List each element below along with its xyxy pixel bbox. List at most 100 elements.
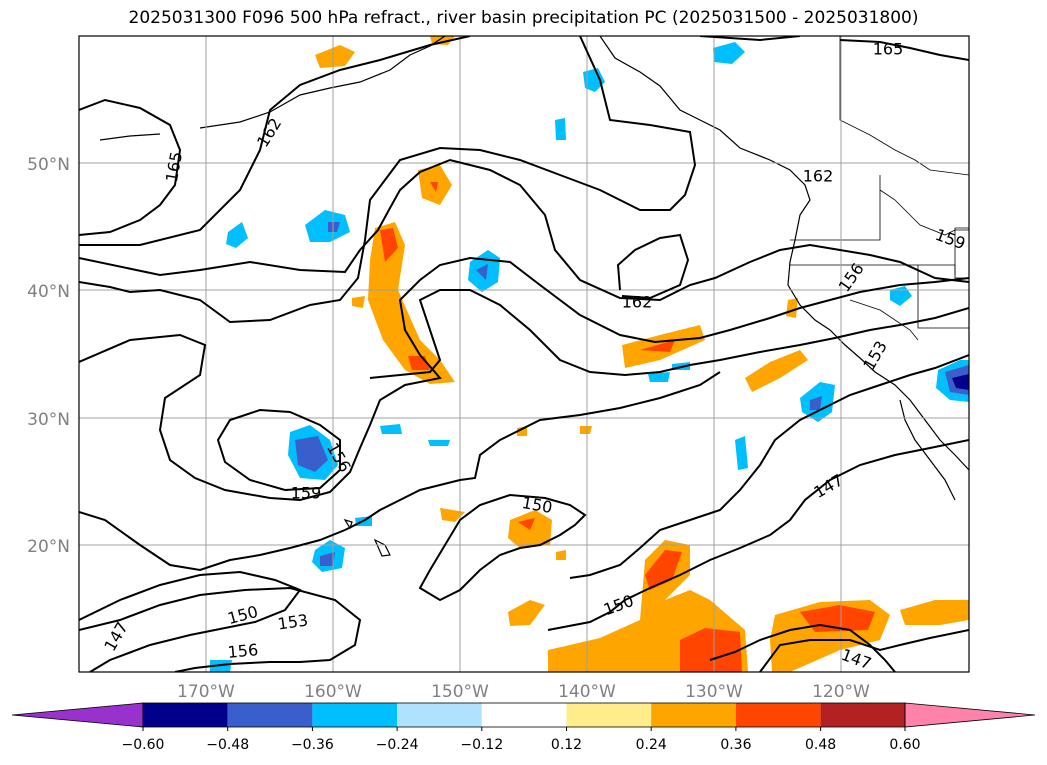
plot-frame xyxy=(78,35,970,673)
precip-blob xyxy=(640,340,675,352)
precip-blob xyxy=(580,426,592,434)
precip-blob xyxy=(368,222,455,384)
contour-label: 153 xyxy=(276,610,309,633)
lat-label: 20°N xyxy=(27,537,70,557)
contour-line xyxy=(79,371,721,572)
contour-label: 165 xyxy=(873,40,904,59)
precip-blob xyxy=(952,374,969,390)
colorbar-segment xyxy=(651,703,736,727)
precip-blob xyxy=(583,68,605,92)
colorbar-extend-left xyxy=(11,702,144,728)
precip-blob xyxy=(476,264,488,280)
precip-blob xyxy=(890,286,912,306)
lon-label: 140°W xyxy=(558,682,616,702)
colorbar-tick-label: 0.12 xyxy=(551,737,582,753)
precip-blob xyxy=(295,436,328,472)
colorbar-tick-label: −0.60 xyxy=(122,737,165,753)
contour-line xyxy=(369,289,969,379)
contour-line xyxy=(569,354,969,579)
precip-blob xyxy=(305,210,350,242)
contour-line xyxy=(759,629,969,672)
longitude-labels: 170°W 160°W 150°W 140°W 130°W 120°W xyxy=(177,682,870,702)
colorbar-segment xyxy=(820,703,906,727)
contour-line xyxy=(79,586,362,672)
contour-line xyxy=(79,98,182,236)
lat-label: 40°N xyxy=(27,282,70,302)
precip-blob xyxy=(745,350,808,392)
contour-line xyxy=(79,36,697,324)
precip-blob xyxy=(508,600,545,626)
colorbar-tick-label: 0.48 xyxy=(805,737,836,753)
contour-line xyxy=(79,158,969,302)
coastline xyxy=(343,518,353,530)
precip-blob xyxy=(430,182,438,192)
colorbar-tick-label: 0.24 xyxy=(636,737,667,753)
precip-blob xyxy=(680,628,742,672)
precip-blob xyxy=(320,552,335,566)
precip-blob xyxy=(735,436,748,470)
contour-line xyxy=(216,408,341,492)
contour-line xyxy=(699,36,969,61)
map-title: 2025031300 F096 500 hPa refract., river … xyxy=(128,8,919,28)
border xyxy=(839,36,969,176)
precip-fills xyxy=(210,36,969,672)
precip-blob xyxy=(226,222,248,248)
precip-blob xyxy=(713,42,745,64)
latitude-labels: 50°N 40°N 30°N 20°N xyxy=(27,155,70,557)
colorbar-tick-label: −0.24 xyxy=(376,737,419,753)
colorbar-extend-right xyxy=(904,702,1036,728)
precip-blob xyxy=(645,550,682,590)
coastline xyxy=(99,36,446,141)
contour-line xyxy=(79,256,969,502)
colorbar-tick-label: −0.48 xyxy=(206,737,249,753)
colorbar-tick-label: 0.60 xyxy=(889,737,920,753)
precip-blob xyxy=(556,550,566,560)
colorbar-tick-label: 0.36 xyxy=(720,737,751,753)
contour-label: 162 xyxy=(803,167,834,186)
colorbar-segment xyxy=(397,703,482,727)
contour-line xyxy=(616,233,690,300)
lon-label: 160°W xyxy=(304,682,362,702)
lon-label: 130°W xyxy=(685,682,743,702)
gridlines xyxy=(79,36,969,672)
colorbar-ticks xyxy=(142,727,906,731)
borders xyxy=(790,36,969,341)
coastline xyxy=(373,538,391,557)
precip-blob xyxy=(648,372,670,382)
colorbar-segment xyxy=(481,703,567,727)
precip-blob xyxy=(900,600,969,625)
precip-blob xyxy=(428,440,450,446)
lon-label: 170°W xyxy=(177,682,235,702)
colorbar: −0.60 −0.48 −0.36 −0.24 −0.12 0.12 0.24 … xyxy=(11,702,1036,753)
precip-blob xyxy=(315,45,355,68)
precip-blob xyxy=(328,222,340,232)
contour-line xyxy=(418,493,587,602)
coastlines xyxy=(99,36,969,557)
precip-blob xyxy=(555,118,566,140)
coastline xyxy=(599,36,969,471)
colorbar-tick-label: −0.12 xyxy=(460,737,503,753)
contour-label: 156 xyxy=(227,640,259,662)
precip-blob xyxy=(786,298,798,318)
contour-line xyxy=(709,623,896,672)
colorbar-segment xyxy=(143,703,228,727)
colorbar-segment xyxy=(735,703,821,727)
lat-label: 30°N xyxy=(27,410,70,430)
precip-blob xyxy=(352,296,365,308)
precip-blob xyxy=(440,508,465,522)
colorbar-segment xyxy=(312,703,398,727)
plot-area xyxy=(79,36,969,672)
precip-blob xyxy=(380,424,402,434)
colorbar-segment xyxy=(566,703,652,727)
border xyxy=(954,227,969,279)
lat-label: 50°N xyxy=(27,155,70,175)
contour-line xyxy=(547,439,969,631)
contour-label: 159 xyxy=(291,484,322,503)
colorbar-tick-label: −0.36 xyxy=(291,737,334,753)
precip-blob xyxy=(380,228,398,262)
precip-blob xyxy=(810,396,822,410)
precip-blob xyxy=(518,518,535,530)
lon-label: 120°W xyxy=(812,682,870,702)
contour-label: 162 xyxy=(622,293,653,312)
